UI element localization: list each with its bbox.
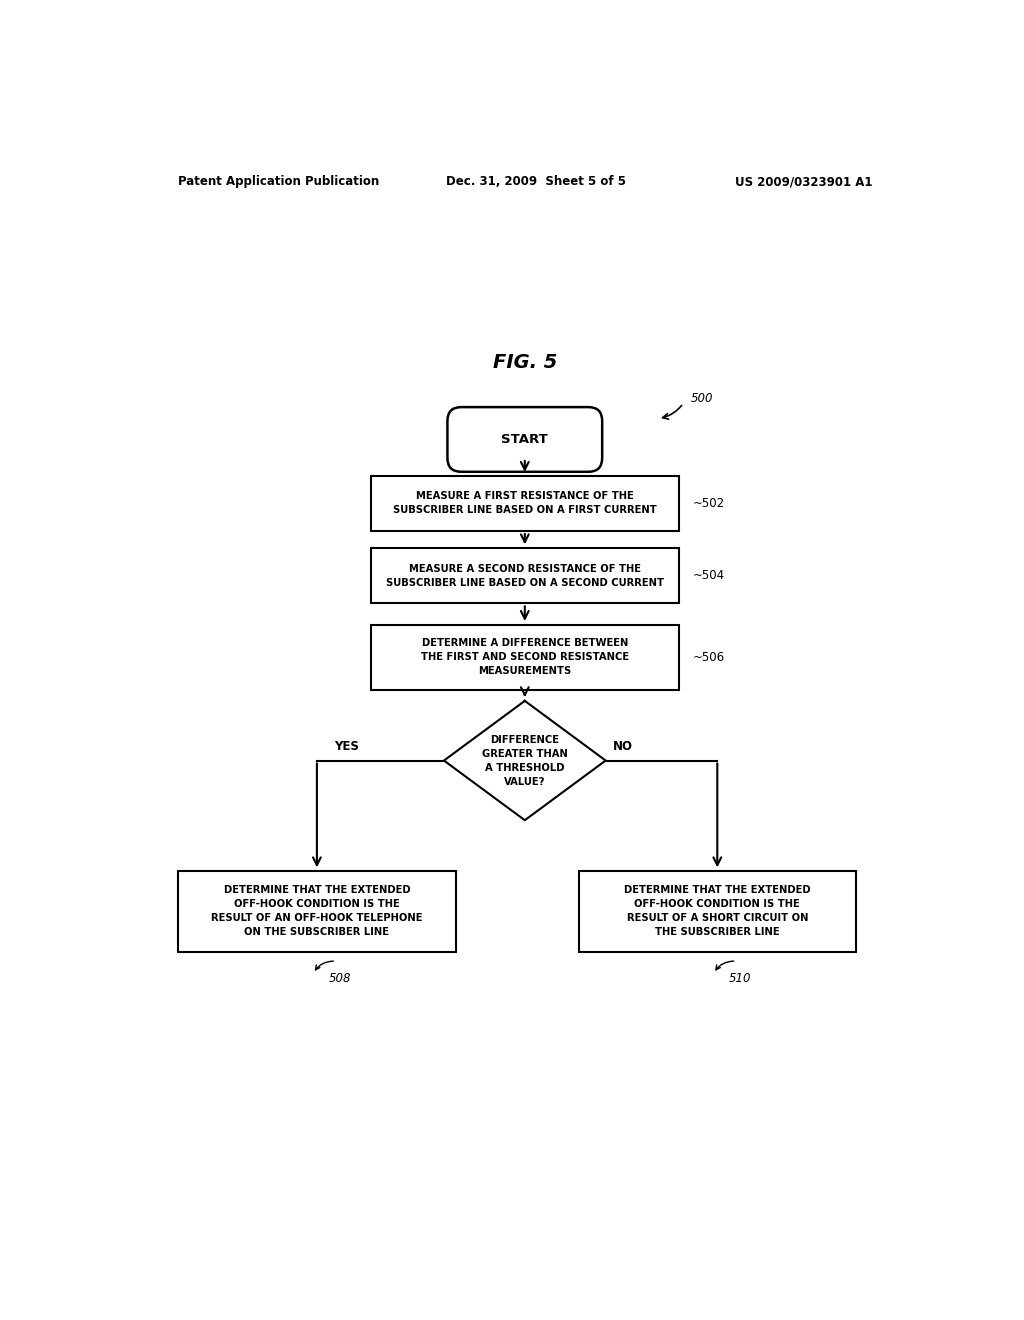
- Text: ~502: ~502: [692, 496, 725, 510]
- Text: START: START: [502, 433, 548, 446]
- Text: ~506: ~506: [692, 651, 725, 664]
- FancyBboxPatch shape: [178, 871, 456, 952]
- Text: DIFFERENCE
GREATER THAN
A THRESHOLD
VALUE?: DIFFERENCE GREATER THAN A THRESHOLD VALU…: [482, 734, 567, 787]
- Text: YES: YES: [334, 741, 358, 754]
- Text: 510: 510: [729, 973, 752, 985]
- Text: US 2009/0323901 A1: US 2009/0323901 A1: [735, 176, 872, 187]
- Text: DETERMINE THAT THE EXTENDED
OFF-HOOK CONDITION IS THE
RESULT OF A SHORT CIRCUIT : DETERMINE THAT THE EXTENDED OFF-HOOK CON…: [624, 886, 811, 937]
- Text: FIG. 5: FIG. 5: [493, 352, 557, 372]
- Polygon shape: [444, 701, 605, 820]
- Text: Dec. 31, 2009  Sheet 5 of 5: Dec. 31, 2009 Sheet 5 of 5: [446, 176, 627, 187]
- Text: MEASURE A FIRST RESISTANCE OF THE
SUBSCRIBER LINE BASED ON A FIRST CURRENT: MEASURE A FIRST RESISTANCE OF THE SUBSCR…: [393, 491, 656, 515]
- Text: ~504: ~504: [692, 569, 725, 582]
- FancyBboxPatch shape: [447, 407, 602, 471]
- FancyBboxPatch shape: [371, 475, 679, 531]
- Text: Patent Application Publication: Patent Application Publication: [178, 176, 380, 187]
- Text: 500: 500: [691, 392, 714, 405]
- Text: MEASURE A SECOND RESISTANCE OF THE
SUBSCRIBER LINE BASED ON A SECOND CURRENT: MEASURE A SECOND RESISTANCE OF THE SUBSC…: [386, 564, 664, 587]
- Text: DETERMINE A DIFFERENCE BETWEEN
THE FIRST AND SECOND RESISTANCE
MEASUREMENTS: DETERMINE A DIFFERENCE BETWEEN THE FIRST…: [421, 639, 629, 676]
- FancyBboxPatch shape: [371, 624, 679, 690]
- Text: 508: 508: [329, 973, 351, 985]
- Text: NO: NO: [613, 741, 634, 754]
- FancyBboxPatch shape: [579, 871, 856, 952]
- FancyBboxPatch shape: [371, 548, 679, 603]
- Text: DETERMINE THAT THE EXTENDED
OFF-HOOK CONDITION IS THE
RESULT OF AN OFF-HOOK TELE: DETERMINE THAT THE EXTENDED OFF-HOOK CON…: [211, 886, 423, 937]
